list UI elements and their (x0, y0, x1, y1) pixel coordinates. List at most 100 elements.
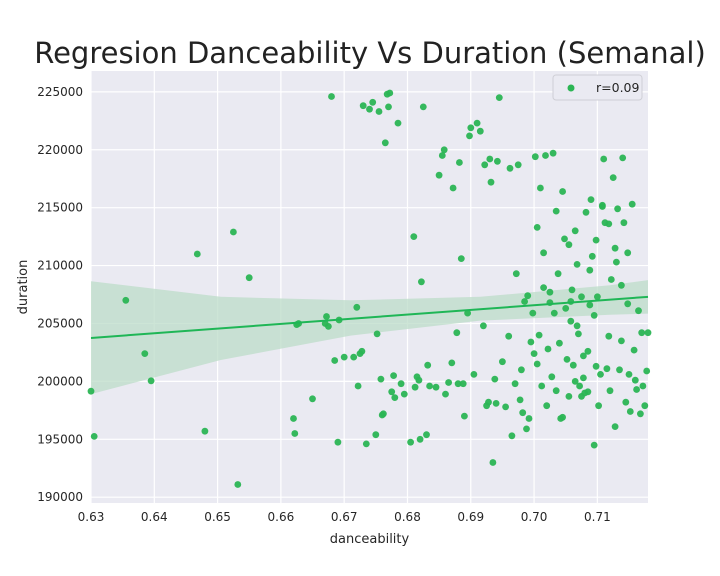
data-point (375, 108, 383, 115)
data-point (523, 425, 530, 433)
data-point (587, 196, 595, 204)
data-point (325, 323, 332, 330)
regression-line-layer (90, 295, 649, 339)
x-tick-label: 0.63 (78, 510, 105, 524)
data-point (369, 98, 377, 106)
legend-label: r=0.09 (596, 80, 639, 95)
data-point (505, 332, 513, 340)
legend: r=0.09 (552, 74, 643, 101)
data-point (380, 410, 387, 418)
confidence-band (91, 280, 648, 395)
data-point (518, 366, 525, 374)
data-point (416, 435, 424, 443)
data-point (578, 293, 585, 301)
data-point (584, 388, 592, 396)
data-point (563, 356, 571, 363)
data-point (234, 481, 242, 488)
data-point (385, 103, 392, 111)
y-tick-label: 225000 (37, 85, 83, 99)
data-point (599, 201, 606, 209)
data-point (508, 432, 516, 440)
legend-box (552, 74, 643, 101)
x-tick-label: 0.64 (141, 510, 168, 524)
data-point (584, 347, 592, 355)
data-point (619, 154, 627, 162)
y-axis-label: duration (16, 260, 31, 315)
data-point (595, 402, 602, 410)
y-tick-label: 190000 (37, 490, 83, 504)
data-point (394, 119, 402, 127)
data-point (565, 393, 573, 400)
data-point (442, 390, 449, 398)
data-point (573, 261, 581, 268)
data-point (366, 105, 373, 113)
data-point (550, 309, 558, 317)
data-point (637, 410, 644, 418)
data-point (193, 250, 201, 258)
data-point (620, 219, 628, 227)
data-point (616, 366, 623, 374)
y-tick-labels: 190000 195000 200000 205000 210000 215000 2200… (37, 85, 83, 504)
data-point (588, 252, 596, 260)
data-point (586, 266, 594, 274)
data-point (535, 331, 543, 339)
data-point (328, 93, 335, 100)
data-point (618, 281, 625, 289)
legend-marker (567, 84, 575, 92)
x-tick-label: 0.69 (457, 510, 484, 524)
data-point (613, 258, 620, 266)
data-point (147, 377, 155, 385)
data-point (470, 371, 478, 378)
data-point (538, 382, 546, 390)
data-point (559, 188, 566, 195)
data-point (291, 430, 299, 437)
data-point (569, 361, 577, 369)
data-point (624, 249, 632, 257)
data-point (597, 371, 604, 378)
x-tick-label: 0.68 (394, 510, 421, 524)
data-point (542, 152, 549, 159)
data-point (466, 132, 473, 140)
data-point (400, 390, 408, 398)
data-point (377, 375, 385, 383)
data-point (481, 161, 489, 169)
data-point (309, 395, 316, 403)
data-point (476, 127, 484, 135)
data-point (506, 164, 514, 172)
data-point (359, 102, 367, 110)
data-point (492, 400, 500, 407)
regression-line (90, 295, 649, 339)
data-point (456, 159, 463, 166)
data-point (638, 329, 646, 337)
data-point (529, 309, 537, 317)
data-point (531, 153, 539, 161)
data-point (141, 350, 149, 357)
data-point (605, 332, 613, 340)
data-point (485, 398, 492, 406)
plot-area (91, 71, 648, 503)
data-point (630, 346, 638, 354)
data-point (527, 338, 535, 346)
data-point (641, 402, 649, 410)
data-point (524, 292, 532, 300)
data-point (419, 103, 427, 111)
data-point (519, 409, 527, 417)
data-point (552, 387, 560, 395)
data-point (397, 380, 405, 388)
data-point (511, 380, 519, 388)
data-point (544, 345, 552, 353)
data-point (533, 224, 541, 231)
data-point (586, 301, 594, 309)
data-point (525, 415, 533, 422)
data-point (290, 415, 297, 422)
data-point (410, 233, 418, 241)
data-point (473, 119, 481, 127)
data-point (448, 359, 456, 367)
data-point (411, 383, 419, 391)
data-point (594, 293, 601, 301)
data-point (611, 244, 619, 252)
data-point (633, 386, 640, 393)
data-point (549, 149, 557, 157)
y-tick-label: 210000 (37, 259, 83, 273)
